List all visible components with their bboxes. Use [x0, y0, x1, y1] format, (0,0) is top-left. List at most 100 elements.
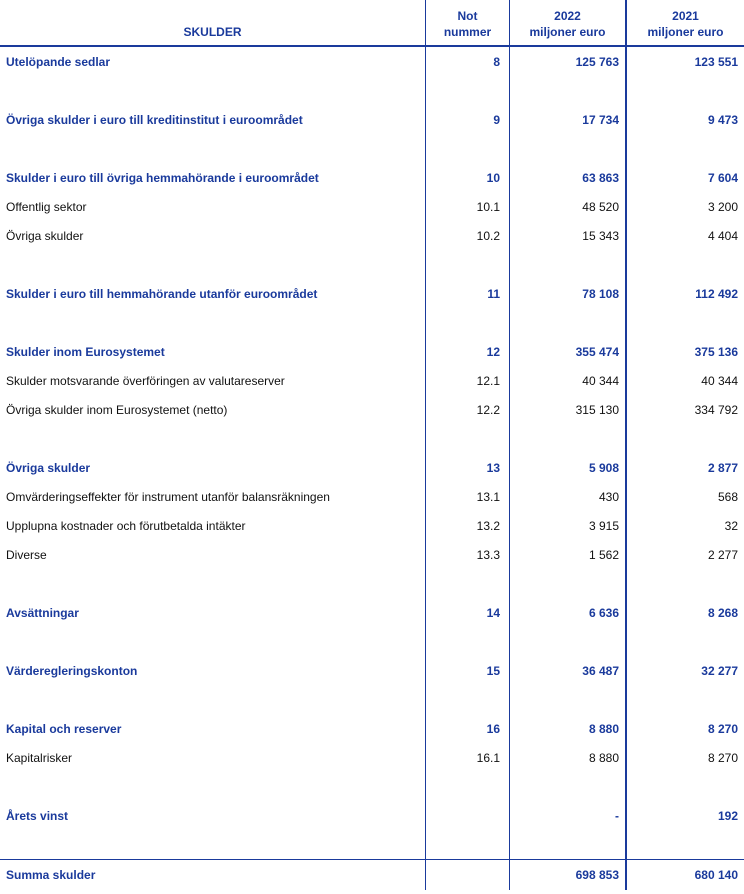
header-2021-year: 2021: [672, 9, 699, 23]
table-row-main: Övriga skulder 13 5 908 2 877: [0, 454, 744, 483]
total-divider: [0, 859, 744, 860]
note-number: 12: [486, 345, 500, 359]
value-2021: 112 492: [695, 287, 738, 301]
note-number: 16.1: [476, 751, 500, 765]
note-number: 16: [486, 722, 500, 736]
value-2022: 40 344: [582, 374, 619, 388]
table-row-main: Skulder i euro till övriga hemmahörande …: [0, 164, 744, 193]
table-row-sub: Diverse 13.3 1 562 2 277: [0, 541, 744, 570]
row-label: Skulder inom Eurosystemet: [6, 345, 165, 359]
group-spacer: [0, 686, 744, 715]
table-body: Utelöpande sedlar 8 125 763 123 551 Övriga s…: [0, 48, 744, 831]
table-row-main: Utelöpande sedlar 8 125 763 123 551: [0, 48, 744, 77]
group-spacer: [0, 251, 744, 280]
value-2022: 8 880: [588, 722, 619, 736]
note-number: 13.3: [476, 548, 500, 562]
note-number: 8: [493, 55, 500, 69]
value-2022: 698 853: [575, 868, 619, 882]
table-row-main: Årets vinst - 192: [0, 802, 744, 831]
value-2021: 8 268: [707, 606, 738, 620]
header-2021-unit: miljoner euro: [647, 25, 724, 39]
value-2022: 315 130: [575, 403, 619, 417]
header-2022-year: 2022: [554, 9, 581, 23]
value-2021: 192: [717, 809, 738, 823]
table-row-sub: Skulder motsvarande överföringen av valu…: [0, 367, 744, 396]
note-number: 10.1: [476, 200, 500, 214]
header-2022-unit: miljoner euro: [529, 25, 606, 39]
value-2022: 15 343: [582, 229, 619, 243]
value-2021: 8 270: [707, 751, 738, 765]
header-note-line1: Not: [457, 9, 478, 23]
row-label: Skulder i euro till övriga hemmahörande …: [6, 171, 319, 185]
value-2022: 3 915: [588, 519, 619, 533]
value-2021: 375 136: [694, 345, 738, 359]
column-divider-2022: [509, 0, 510, 890]
group-spacer: [0, 425, 744, 454]
value-2022: 6 636: [588, 606, 619, 620]
value-2021: 568: [717, 490, 738, 504]
table-row-main: Kapital och reserver 16 8 880 8 270: [0, 715, 744, 744]
row-label: Omvärderingseffekter för instrument utan…: [6, 490, 330, 504]
value-2021: 40 344: [701, 374, 738, 388]
value-2022: 125 763: [575, 55, 619, 69]
note-number: 13.1: [476, 490, 500, 504]
value-2022: 1 562: [588, 548, 619, 562]
note-number: 9: [493, 113, 500, 127]
group-spacer: [0, 570, 744, 599]
value-2021: 32: [724, 519, 738, 533]
row-label: Övriga skulder: [6, 229, 84, 243]
header-2022: 2022 miljoner euro: [510, 8, 625, 40]
group-spacer: [0, 628, 744, 657]
table-row-sub: Övriga skulder 10.2 15 343 4 404: [0, 222, 744, 251]
table-row-sub: Offentlig sektor 10.1 48 520 3 200: [0, 193, 744, 222]
header-2021: 2021 miljoner euro: [627, 8, 744, 40]
table-row-main: Värderegleringskonton 15 36 487 32 277: [0, 657, 744, 686]
table-row-main: Skulder i euro till hemmahörande utanför…: [0, 280, 744, 309]
note-number: 13.2: [476, 519, 500, 533]
value-2021: 9 473: [707, 113, 738, 127]
table-row-main: Avsättningar 14 6 636 8 268: [0, 599, 744, 628]
note-number: 10: [486, 171, 500, 185]
header-divider: [0, 45, 744, 47]
row-label: Övriga skulder: [6, 461, 91, 475]
value-2021: 2 277: [707, 548, 738, 562]
table-row-sub: Övriga skulder inom Eurosystemet (netto)…: [0, 396, 744, 425]
column-divider-2021: [625, 0, 627, 890]
table-row-sub: Omvärderingseffekter för instrument utan…: [0, 483, 744, 512]
group-spacer: [0, 773, 744, 802]
value-2022: 8 880: [588, 751, 619, 765]
value-2021: 4 404: [707, 229, 738, 243]
table-row-sub: Kapitalrisker 16.1 8 880 8 270: [0, 744, 744, 773]
value-2021: 2 877: [707, 461, 738, 475]
value-2022: 17 734: [582, 113, 619, 127]
group-spacer: [0, 309, 744, 338]
row-label: Kapital och reserver: [6, 722, 122, 736]
row-label: Diverse: [6, 548, 47, 562]
value-2021: 32 277: [701, 664, 738, 678]
group-spacer: [0, 135, 744, 164]
header-note: Not nummer: [426, 8, 509, 40]
note-number: 13: [486, 461, 500, 475]
note-number: 10.2: [476, 229, 500, 243]
column-divider-note: [425, 0, 426, 890]
table-row-main: Skulder inom Eurosystemet 12 355 474 375 13…: [0, 338, 744, 367]
value-2022: 430: [598, 490, 619, 504]
value-2022: 355 474: [575, 345, 619, 359]
row-label: Avsättningar: [6, 606, 79, 620]
value-2021: 334 792: [694, 403, 738, 417]
row-label: Årets vinst: [6, 809, 69, 823]
note-number: 14: [486, 606, 500, 620]
header-title: SKULDER: [183, 25, 242, 39]
note-number: 12.1: [476, 374, 500, 388]
table-row-main: Övriga skulder i euro till kreditinstitu…: [0, 106, 744, 135]
value-2021: 123 551: [694, 55, 738, 69]
row-label: Utelöpande sedlar: [6, 55, 111, 69]
row-label: Övriga skulder i euro till kreditinstitu…: [6, 113, 303, 127]
note-number: 15: [486, 664, 500, 678]
row-label: Värderegleringskonton: [6, 664, 138, 678]
value-2021: 8 270: [707, 722, 738, 736]
value-2022: 78 108: [582, 287, 619, 301]
row-label: Summa skulder: [6, 868, 96, 882]
row-label: Skulder i euro till hemmahörande utanför…: [6, 287, 318, 301]
row-label: Kapitalrisker: [6, 751, 73, 765]
